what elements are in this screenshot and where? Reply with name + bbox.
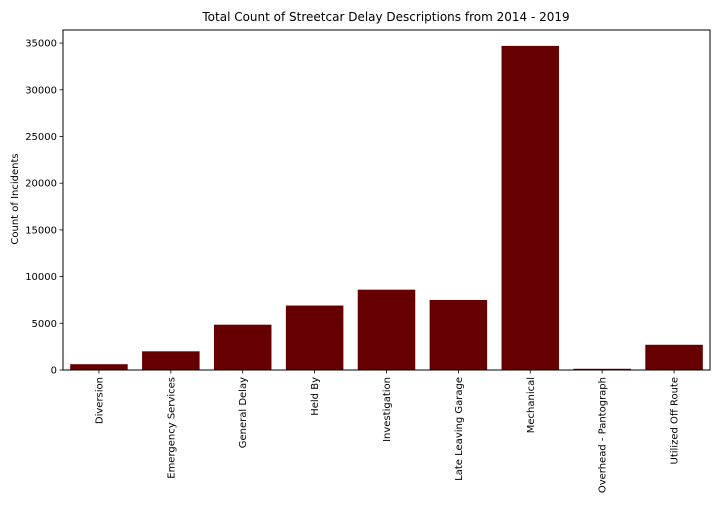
y-tick-label: 0: [51, 366, 57, 377]
y-tick-label: 15000: [25, 225, 57, 236]
x-tick-label: Held By: [310, 377, 321, 416]
bar-general-delay: [213, 324, 272, 370]
y-tick-label: 20000: [25, 179, 57, 190]
chart-title: Total Count of Streetcar Delay Descripti…: [201, 10, 569, 24]
y-axis-label: Count of Incidents: [10, 153, 21, 244]
bar-emergency-services: [142, 351, 200, 370]
y-tick-label: 10000: [25, 272, 57, 283]
bars-layer: [70, 45, 703, 370]
bar-held-by: [285, 305, 344, 370]
x-axis: Diversion Emergency Services General Delay…: [94, 370, 681, 493]
bar-mechanical: [501, 45, 560, 370]
x-tick-label: Utilized Off Route: [670, 377, 681, 464]
x-tick-label: Investigation: [382, 377, 393, 442]
bar-investigation: [357, 289, 416, 370]
bar-late-leaving-garage: [429, 299, 488, 370]
y-tick-label: 25000: [25, 132, 57, 143]
y-axis: 0 5000 10000 15000 20000 25000 30000 35000: [25, 39, 63, 377]
plot-frame: [62, 29, 711, 371]
x-tick-label: Mechanical: [526, 377, 537, 433]
y-tick-label: 5000: [32, 319, 57, 330]
y-tick-label: 35000: [25, 39, 57, 50]
y-tick-label: 30000: [25, 85, 57, 96]
x-tick-label: Late Leaving Garage: [454, 377, 465, 481]
bar-diversion: [70, 364, 128, 370]
bar-overhead-pantograph: [573, 368, 631, 370]
x-tick-label: Overhead - Pantograph: [598, 377, 609, 493]
x-tick-label: Diversion: [94, 377, 105, 424]
x-tick-label: General Delay: [238, 377, 249, 448]
x-tick-label: Emergency Services: [166, 377, 177, 479]
bar-utilized-off-route: [645, 344, 703, 370]
